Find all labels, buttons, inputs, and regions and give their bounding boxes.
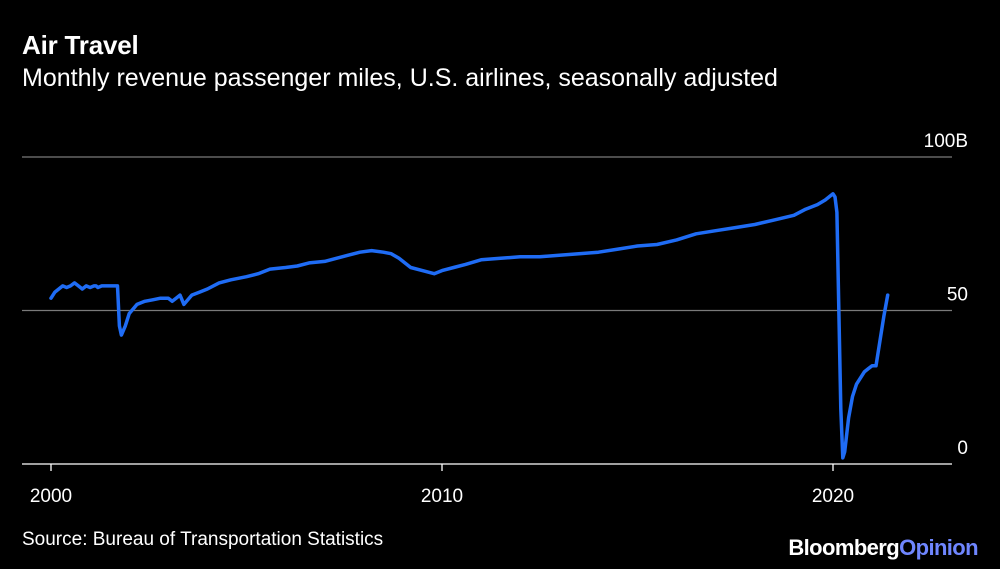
y-tick-label-50: 50 [947,285,968,306]
brand-logo: BloombergOpinion [788,535,978,561]
y-tick-label-0: 0 [957,438,968,459]
x-tick-label-2020: 2020 [812,486,854,507]
brand-part-2: Opinion [899,535,979,560]
series-line-0 [49,192,890,460]
chart-title: Air Travel [22,30,139,60]
x-tick-label-2010: 2010 [421,486,463,507]
source-note: Source: Bureau of Transportation Statist… [22,529,384,550]
y-tick-label-100: 100B [924,131,968,152]
brand-part-1: Bloomberg [788,535,900,560]
x-tick-label-2000: 2000 [30,486,72,507]
chart-subtitle: Monthly revenue passenger miles, U.S. ai… [22,64,778,92]
